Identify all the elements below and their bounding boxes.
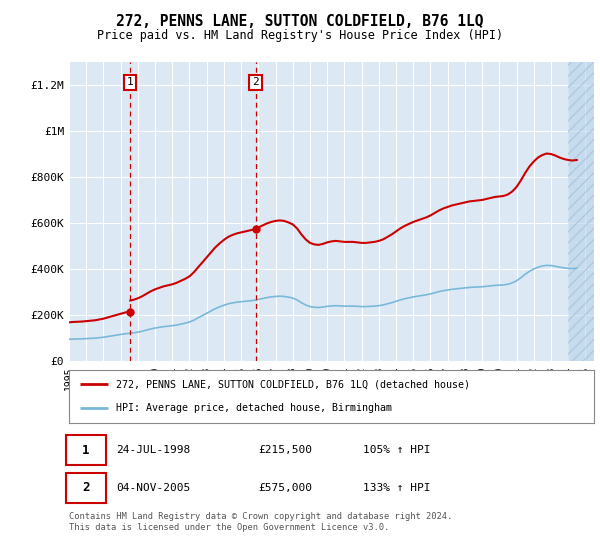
Text: 24-JUL-1998: 24-JUL-1998 [116, 445, 191, 455]
Text: £575,000: £575,000 [258, 483, 312, 493]
Text: 272, PENNS LANE, SUTTON COLDFIELD, B76 1LQ: 272, PENNS LANE, SUTTON COLDFIELD, B76 1… [116, 14, 484, 29]
FancyBboxPatch shape [67, 473, 106, 503]
Text: 133% ↑ HPI: 133% ↑ HPI [363, 483, 431, 493]
Text: £215,500: £215,500 [258, 445, 312, 455]
Text: 105% ↑ HPI: 105% ↑ HPI [363, 445, 431, 455]
Text: 04-NOV-2005: 04-NOV-2005 [116, 483, 191, 493]
Text: Price paid vs. HM Land Registry's House Price Index (HPI): Price paid vs. HM Land Registry's House … [97, 29, 503, 42]
Text: 2: 2 [82, 482, 90, 494]
Text: 1: 1 [82, 444, 90, 456]
Text: 2: 2 [252, 77, 259, 87]
Text: 272, PENNS LANE, SUTTON COLDFIELD, B76 1LQ (detached house): 272, PENNS LANE, SUTTON COLDFIELD, B76 1… [116, 380, 470, 390]
Text: 1: 1 [127, 77, 134, 87]
Text: Contains HM Land Registry data © Crown copyright and database right 2024.
This d: Contains HM Land Registry data © Crown c… [69, 512, 452, 532]
Text: HPI: Average price, detached house, Birmingham: HPI: Average price, detached house, Birm… [116, 403, 392, 413]
FancyBboxPatch shape [67, 435, 106, 465]
